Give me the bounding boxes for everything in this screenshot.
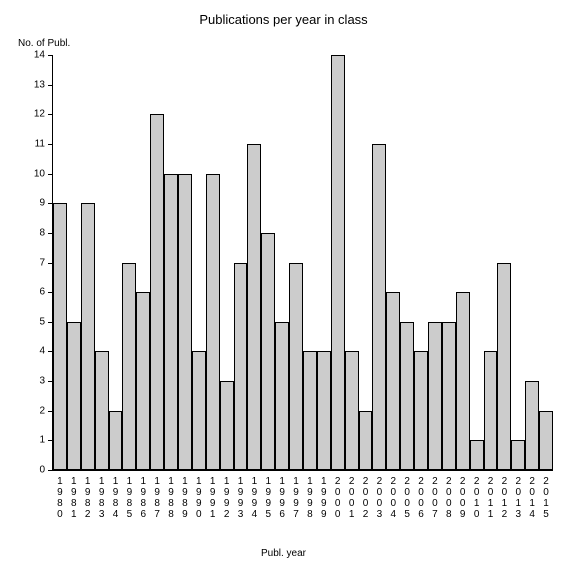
x-tick-label: 2006 xyxy=(414,470,428,520)
bar xyxy=(234,263,248,471)
bar xyxy=(331,55,345,470)
bar xyxy=(400,322,414,470)
bar xyxy=(206,174,220,470)
plot-area: 0123456789101112131419801981198219831984… xyxy=(52,55,553,471)
chart-container: Publications per year in class No. of Pu… xyxy=(0,0,567,567)
x-tick-label: 1992 xyxy=(220,470,234,520)
bar xyxy=(192,351,206,470)
x-tick-label: 1982 xyxy=(81,470,95,520)
bar xyxy=(261,233,275,470)
x-tick-label: 2015 xyxy=(539,470,553,520)
x-tick-label: 2008 xyxy=(442,470,456,520)
bar xyxy=(67,322,81,470)
x-tick-label: 2007 xyxy=(428,470,442,520)
y-axis-label: No. of Publ. xyxy=(18,38,70,49)
x-tick-label: 2004 xyxy=(386,470,400,520)
bar xyxy=(511,440,525,470)
bar xyxy=(275,322,289,470)
x-tick-label: 2012 xyxy=(497,470,511,520)
x-tick-label: 2001 xyxy=(345,470,359,520)
bar xyxy=(470,440,484,470)
y-tick-mark xyxy=(48,174,53,175)
x-tick-label: 1984 xyxy=(109,470,123,520)
bar xyxy=(428,322,442,470)
x-tick-label: 1986 xyxy=(136,470,150,520)
x-tick-label: 1985 xyxy=(122,470,136,520)
x-tick-label: 2014 xyxy=(525,470,539,520)
bar xyxy=(414,351,428,470)
bar xyxy=(164,174,178,470)
bar xyxy=(136,292,150,470)
x-tick-label: 1996 xyxy=(275,470,289,520)
bar xyxy=(525,381,539,470)
x-tick-label: 1994 xyxy=(247,470,261,520)
bar xyxy=(122,263,136,471)
x-tick-label: 1993 xyxy=(234,470,248,520)
x-tick-label: 2009 xyxy=(456,470,470,520)
bar xyxy=(345,351,359,470)
x-tick-label: 1981 xyxy=(67,470,81,520)
bar xyxy=(386,292,400,470)
bar xyxy=(178,174,192,470)
x-tick-label: 1991 xyxy=(206,470,220,520)
bar xyxy=(372,144,386,470)
x-axis-label: Publ. year xyxy=(0,548,567,559)
y-tick-mark xyxy=(48,55,53,56)
bar xyxy=(95,351,109,470)
x-tick-label: 1997 xyxy=(289,470,303,520)
x-tick-label: 1988 xyxy=(164,470,178,520)
y-tick-mark xyxy=(48,144,53,145)
bar xyxy=(497,263,511,471)
x-tick-label: 1989 xyxy=(178,470,192,520)
x-tick-label: 1995 xyxy=(261,470,275,520)
x-tick-label: 1990 xyxy=(192,470,206,520)
x-tick-label: 1987 xyxy=(150,470,164,520)
bar xyxy=(247,144,261,470)
x-tick-label: 2003 xyxy=(372,470,386,520)
bar xyxy=(359,411,373,470)
x-tick-label: 1980 xyxy=(53,470,67,520)
x-tick-label: 2002 xyxy=(359,470,373,520)
x-tick-label: 1998 xyxy=(303,470,317,520)
bar xyxy=(456,292,470,470)
x-tick-label: 2013 xyxy=(511,470,525,520)
y-tick-mark xyxy=(48,85,53,86)
x-tick-label: 1983 xyxy=(95,470,109,520)
bar xyxy=(150,114,164,470)
bar xyxy=(53,203,67,470)
x-tick-label: 2011 xyxy=(484,470,498,520)
bar xyxy=(303,351,317,470)
x-tick-label: 2010 xyxy=(470,470,484,520)
bar xyxy=(81,203,95,470)
bar xyxy=(539,411,553,470)
bar xyxy=(484,351,498,470)
bar xyxy=(442,322,456,470)
chart-title: Publications per year in class xyxy=(0,12,567,27)
bar xyxy=(289,263,303,471)
y-tick-mark xyxy=(48,114,53,115)
x-tick-label: 1999 xyxy=(317,470,331,520)
x-tick-label: 2005 xyxy=(400,470,414,520)
bar xyxy=(317,351,331,470)
bar xyxy=(109,411,123,470)
bar xyxy=(220,381,234,470)
x-tick-label: 2000 xyxy=(331,470,345,520)
